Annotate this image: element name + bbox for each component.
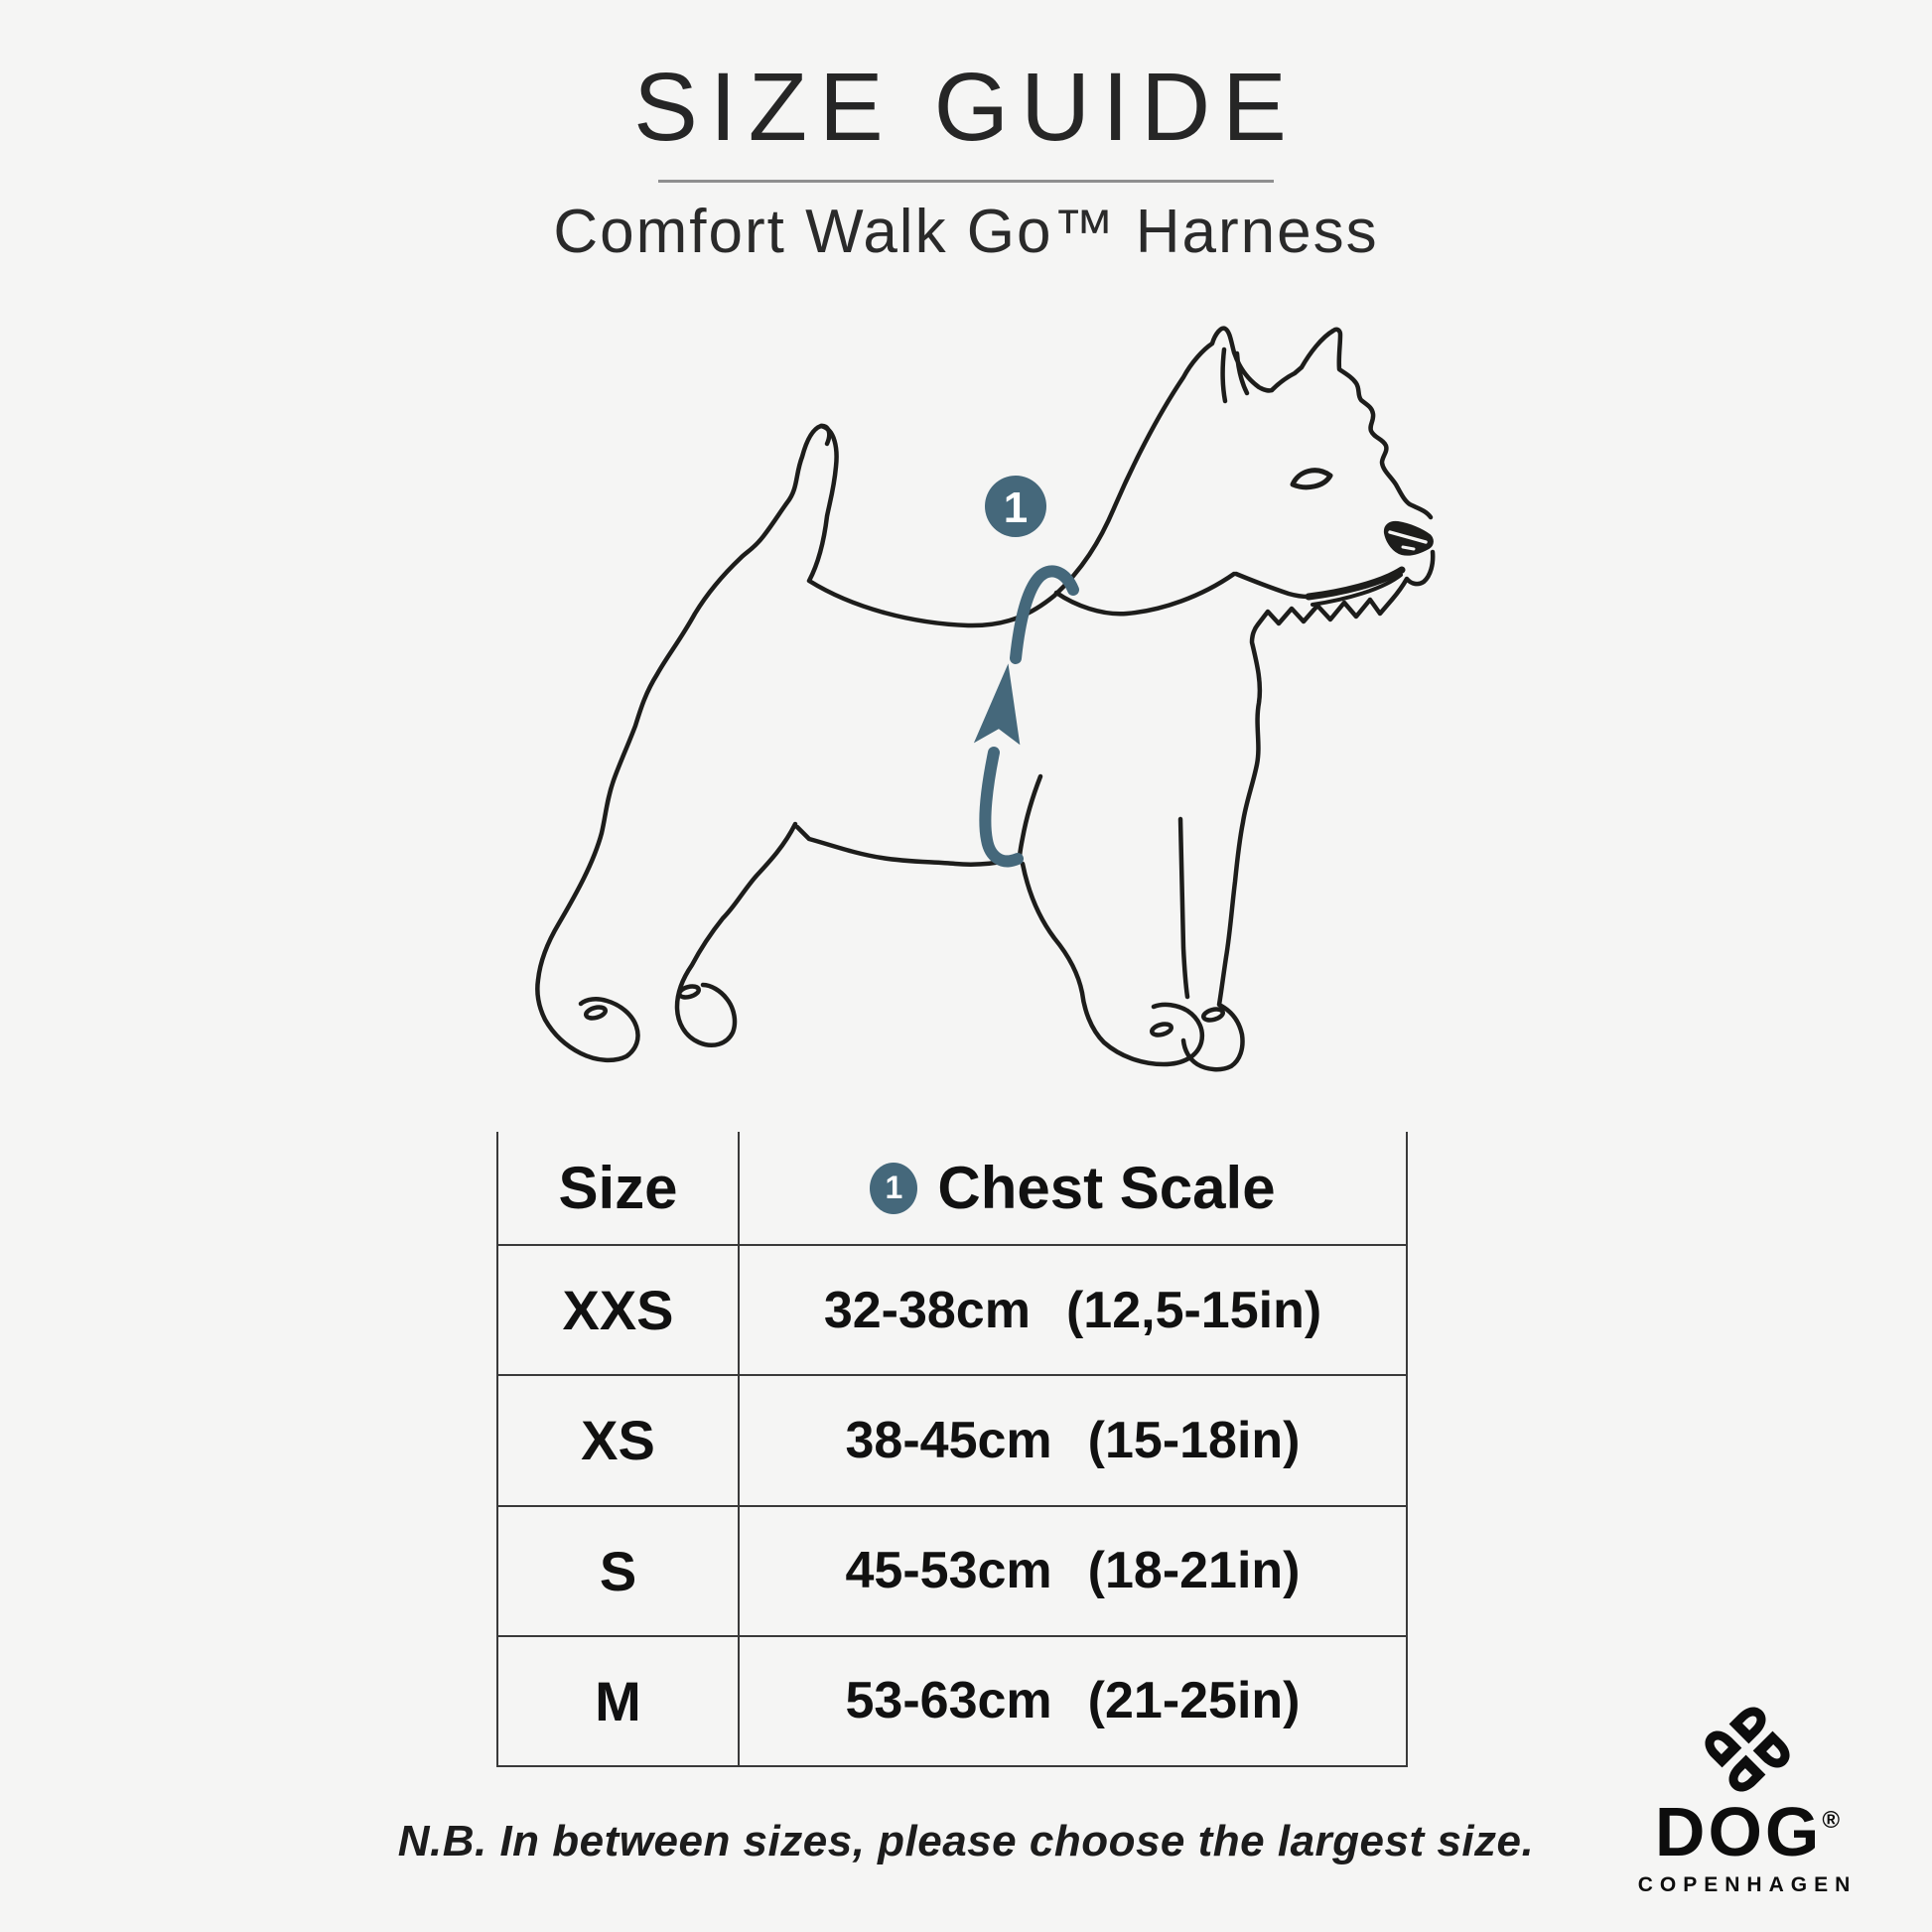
measure-point-number: 1 [1004, 483, 1028, 532]
logo-city: COPENHAGEN [1637, 1873, 1858, 1896]
table-row-value-xs: 38-45cm (15-18in) [738, 1374, 1406, 1505]
chest-column-header: 1 Chest Scale [738, 1132, 1406, 1244]
size-table: Size 1 Chest Scale XXS 32-38cm (12,5-15i… [496, 1132, 1408, 1767]
sizing-note: N.B. In between sizes, please choose the… [397, 1817, 1535, 1865]
table-row-value-xxs: 32-38cm (12,5-15in) [738, 1244, 1406, 1375]
chest-badge-icon: 1 [870, 1162, 918, 1214]
measure-point-badge: 1 [985, 476, 1046, 537]
page-title: SIZE GUIDE [633, 53, 1299, 161]
table-row-size-s: S [498, 1504, 738, 1635]
table-row-value-m: 53-63cm (21-25in) [738, 1634, 1406, 1765]
brand-logo: DOG® COPENHAGEN [1613, 1700, 1881, 1897]
table-row-size-xxs: XXS [498, 1244, 738, 1374]
registered-mark: ® [1822, 1807, 1841, 1834]
size-column-header: Size [558, 1155, 678, 1221]
table-row-value-s: 45-53cm (18-21in) [738, 1504, 1406, 1635]
table-row-size-xs: XS [498, 1374, 738, 1504]
dog-copenhagen-diamond-icon [1705, 1707, 1790, 1792]
dog-nose [1383, 520, 1434, 556]
arrowhead-icon [973, 663, 1021, 746]
dog-outline [535, 326, 1436, 1072]
chest-measure-arrow [973, 565, 1079, 868]
logo-wordmark: DOG® [1654, 1793, 1841, 1870]
product-subtitle: Comfort Walk Go™ Harness [553, 198, 1379, 266]
table-row-size-m: M [498, 1634, 738, 1765]
title-divider [658, 180, 1274, 183]
